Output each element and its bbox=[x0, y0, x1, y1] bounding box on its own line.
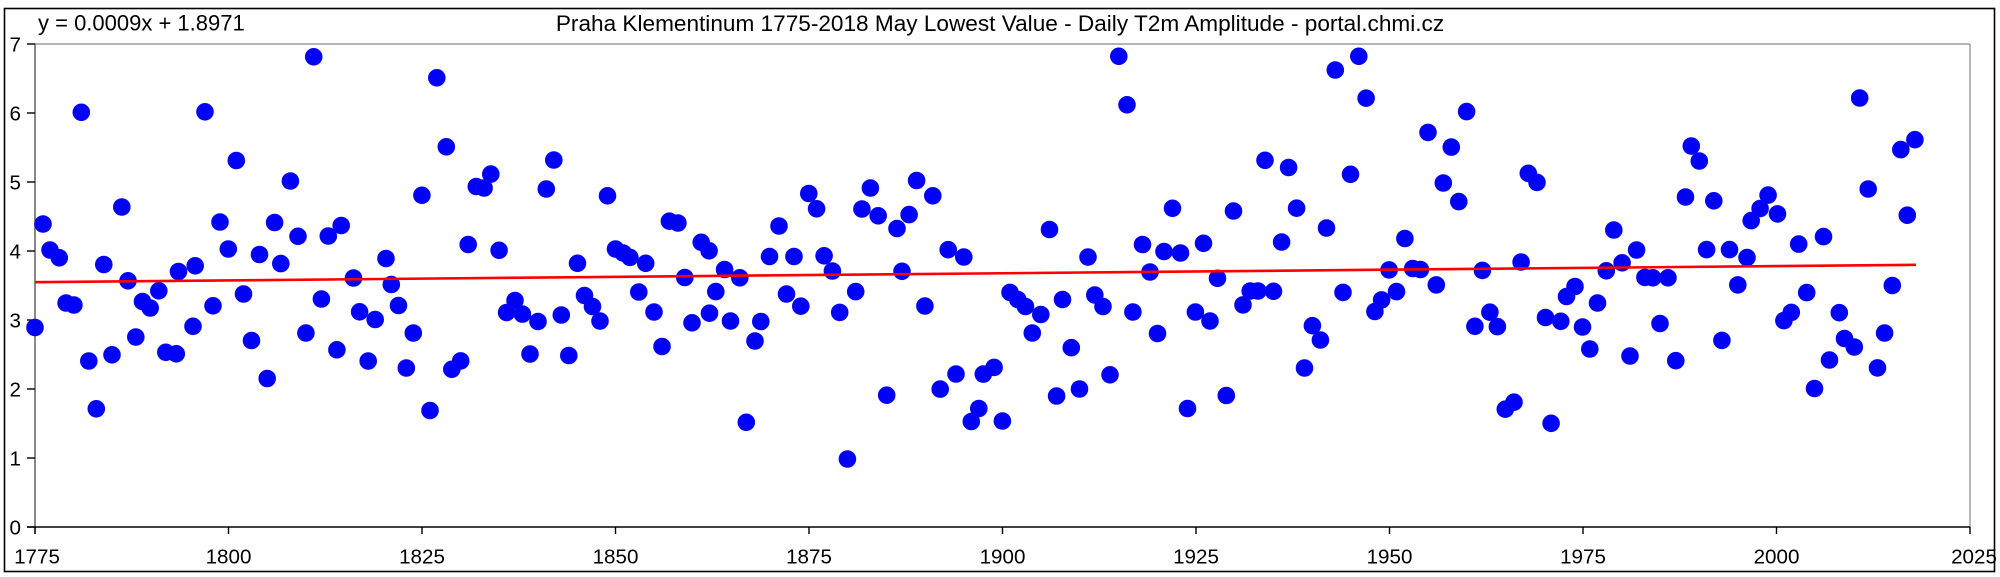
svg-text:Praha Klementinum 1775-2018 Ma: Praha Klementinum 1775-2018 May Lowest V… bbox=[556, 11, 1444, 36]
svg-text:3: 3 bbox=[10, 310, 21, 333]
svg-text:1: 1 bbox=[10, 448, 21, 471]
svg-text:2: 2 bbox=[10, 379, 21, 402]
svg-text:1950: 1950 bbox=[1367, 546, 1413, 569]
svg-text:6: 6 bbox=[10, 103, 21, 126]
svg-text:1825: 1825 bbox=[399, 546, 445, 569]
svg-text:1775: 1775 bbox=[14, 546, 60, 569]
svg-text:2000: 2000 bbox=[1754, 546, 1800, 569]
svg-text:2025: 2025 bbox=[1951, 546, 1997, 569]
svg-text:7: 7 bbox=[10, 34, 21, 57]
svg-text:1975: 1975 bbox=[1560, 546, 1606, 569]
svg-text:1800: 1800 bbox=[206, 546, 252, 569]
svg-text:1875: 1875 bbox=[786, 546, 832, 569]
svg-text:1925: 1925 bbox=[1173, 546, 1219, 569]
svg-text:5: 5 bbox=[10, 172, 21, 195]
svg-text:y = 0.0009x + 1.8971: y = 0.0009x + 1.8971 bbox=[38, 11, 245, 36]
svg-text:1900: 1900 bbox=[980, 546, 1026, 569]
svg-text:4: 4 bbox=[10, 241, 21, 264]
svg-text:0: 0 bbox=[10, 517, 21, 540]
svg-text:1850: 1850 bbox=[593, 546, 639, 569]
